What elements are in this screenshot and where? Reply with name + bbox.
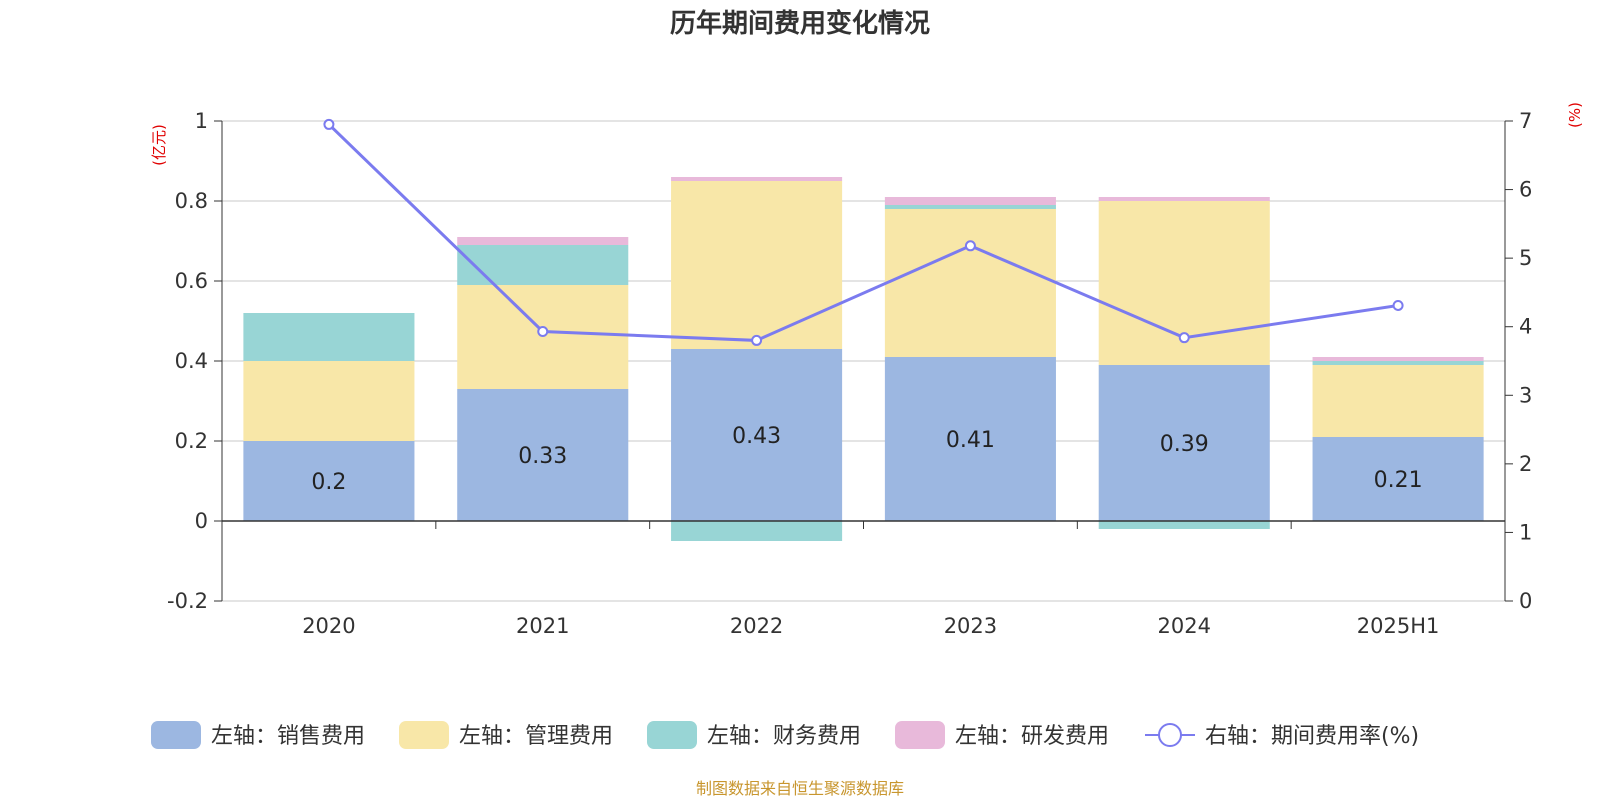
bar-segment [1098,521,1270,529]
left-axis-tick-label: 1 [195,109,208,133]
legend-label: 左轴：管理费用 [459,724,613,749]
bar-segment [1098,365,1270,521]
x-axis-tick-label: 2022 [730,614,783,638]
rate-point [1392,299,1404,311]
right-axis-tick-label: 7 [1519,109,1532,133]
x-axis-tick-label: 2024 [1158,614,1211,638]
bar-data-label: 0.21 [1374,468,1423,493]
bar-segment [884,197,1056,205]
legend-swatch [399,721,449,749]
bar-data-label: 0.2 [311,470,346,495]
bar-segment [671,521,843,541]
bar-segment [884,209,1056,357]
right-axis-tick-label: 0 [1519,589,1532,613]
chart-title: 历年期间费用变化情况 [670,8,930,39]
bar-data-label: 0.41 [946,428,995,453]
legend-swatch [895,721,945,749]
bar-data-label: 0.33 [518,444,567,469]
bar-segment [1312,365,1484,437]
left-axis-tick-label: 0.8 [175,189,208,213]
bar-segment [884,205,1056,209]
legend-label: 左轴：研发费用 [955,724,1109,749]
data-labels: 0.2 0.33 0.43 0.41 0.39 0.21 [311,424,1422,495]
rate-point [1178,332,1190,344]
rate-point [323,118,335,130]
x-axis-tick-label: 2025H1 [1357,614,1440,638]
legend: 左轴：销售费用 左轴：管理费用 左轴：财务费用 左轴：研发费用 右轴：期间费用率(%) [151,721,1419,749]
rate-line-series [323,118,1404,346]
right-axis-unit: (%) [1566,102,1584,128]
gridlines [222,120,1505,602]
rate-line [327,123,1399,342]
right-axis-tick-label: 1 [1519,520,1532,544]
bar-segment [1312,357,1484,361]
bar-segment [671,177,843,181]
bar-series [243,177,1484,541]
left-axis-tick-label: 0.4 [175,349,208,373]
right-axis-tick-label: 2 [1519,452,1532,476]
left-axis-tick-label: 0.6 [175,269,208,293]
left-axis-tick-label: -0.2 [167,589,208,613]
bar-segment [243,441,415,521]
left-axis-unit: (亿元) [150,124,168,166]
legend-swatch [647,721,697,749]
bar-segment [1098,197,1270,201]
bar-segment [1312,437,1484,521]
bar-segment [671,349,843,521]
right-axis-tick-label: 4 [1519,315,1532,339]
rate-point [751,334,763,346]
bar-segment [457,389,629,521]
legend-marker [1158,723,1182,747]
right-axis-tick-label: 3 [1519,383,1532,407]
bar-segment [671,181,843,349]
bar-segment [1312,361,1484,365]
legend-label: 右轴：期间费用率(%) [1205,724,1419,749]
right-axis-tick-label: 5 [1519,246,1532,270]
bar-segment [457,245,629,285]
rate-point [537,326,549,338]
bar-segment [884,357,1056,521]
bar-segment [243,313,415,361]
legend-swatch [151,721,201,749]
bar-segment [243,361,415,441]
legend-label: 左轴：财务费用 [707,724,861,749]
legend-label: 左轴：销售费用 [211,724,365,749]
axes: -0.2 0 0.2 0.4 0.6 0.8 1 0 1 2 3 4 5 6 7 2020 2021 2022 20… [167,109,1532,638]
left-axis-tick-label: 0 [195,509,208,533]
rate-point [964,240,976,252]
source-note: 制图数据来自恒生聚源数据库 [696,779,904,798]
x-axis-tick-label: 2023 [944,614,997,638]
bar-data-label: 0.39 [1160,432,1209,457]
x-axis-tick-label: 2021 [516,614,569,638]
right-axis-tick-label: 6 [1519,178,1532,202]
bar-data-label: 0.43 [732,424,781,449]
x-axis-tick-label: 2020 [302,614,355,638]
left-axis-tick-label: 0.2 [175,429,208,453]
bar-segment [457,237,629,245]
